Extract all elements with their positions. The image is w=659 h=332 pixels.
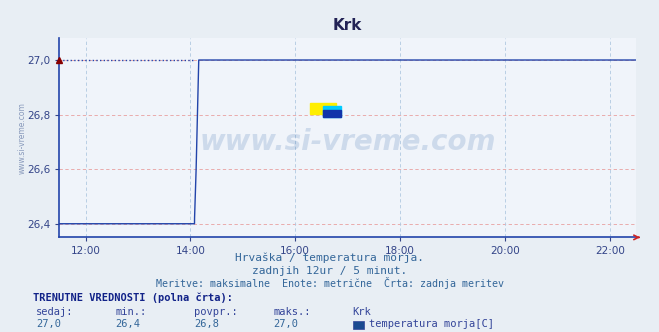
Text: sedaj:: sedaj: xyxy=(36,307,74,317)
Bar xyxy=(323,110,341,117)
Text: povpr.:: povpr.: xyxy=(194,307,238,317)
Title: Krk: Krk xyxy=(333,18,362,33)
Text: temperatura morja[C]: temperatura morja[C] xyxy=(369,319,494,329)
Text: TRENUTNE VREDNOSTI (polna črta):: TRENUTNE VREDNOSTI (polna črta): xyxy=(33,293,233,303)
Text: zadnjih 12ur / 5 minut.: zadnjih 12ur / 5 minut. xyxy=(252,266,407,276)
Text: 26,4: 26,4 xyxy=(115,319,140,329)
Text: www.si-vreme.com: www.si-vreme.com xyxy=(17,102,26,174)
Text: min.:: min.: xyxy=(115,307,146,317)
Bar xyxy=(323,106,341,117)
Text: 27,0: 27,0 xyxy=(273,319,299,329)
Text: Meritve: maksimalne  Enote: metrične  Črta: zadnja meritev: Meritve: maksimalne Enote: metrične Črta… xyxy=(156,277,503,289)
Text: maks.:: maks.: xyxy=(273,307,311,317)
Bar xyxy=(310,103,336,114)
Text: Hrvaška / temperatura morja.: Hrvaška / temperatura morja. xyxy=(235,252,424,263)
Text: 26,8: 26,8 xyxy=(194,319,219,329)
Text: 27,0: 27,0 xyxy=(36,319,61,329)
Text: www.si-vreme.com: www.si-vreme.com xyxy=(200,128,496,156)
Text: Krk: Krk xyxy=(353,307,371,317)
